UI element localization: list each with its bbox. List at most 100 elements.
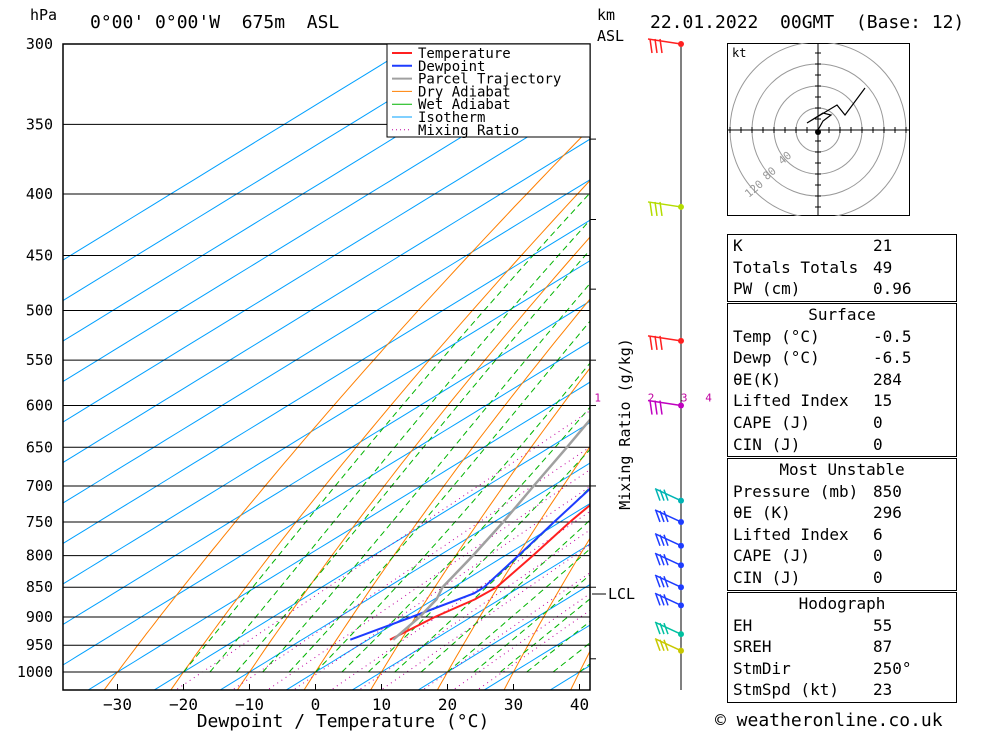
wet-adiabat-line	[420, 519, 590, 673]
dry-adiabat-line	[969, 8, 1000, 697]
sounding-traces	[349, 417, 590, 641]
wet-adiabat-line	[209, 219, 590, 673]
dry-adiabat-line	[303, 298, 590, 690]
wet-adiabat-line	[288, 320, 590, 673]
isotherm-line	[63, 98, 590, 423]
mixing-ratio-line	[380, 544, 590, 690]
surface-table: Surface Temp (°C) -0.5 Dewp (°C) -6.5 θE(K…	[727, 303, 957, 457]
datetime-label: 22.01.2022 00GMT (Base: 12)	[650, 12, 965, 33]
wind-barb	[647, 399, 684, 415]
dry-adiabat-line	[503, 537, 590, 690]
pressure-tick-label: 850	[26, 578, 53, 596]
pressure-tick-label: 500	[26, 301, 53, 319]
dry-adiabat-line	[170, 179, 590, 690]
temperature-tick-label: 20	[438, 695, 457, 714]
most-unstable-table: Most Unstable Pressure (mb) 850 θE (K) 296…	[727, 458, 957, 591]
wind-barb	[647, 201, 684, 217]
legend-label: Parcel Trajectory	[418, 72, 561, 88]
hodograph-row: SREH 87	[733, 637, 893, 657]
mixing-ratio-label: 4	[705, 392, 712, 405]
wind-barbs	[647, 38, 684, 654]
copyright-link[interactable]: © weatheronline.co.uk	[715, 710, 943, 731]
location-label: 0°00' 0°00'W 675m ASL	[90, 12, 340, 33]
surface-row: Lifted Index 15	[733, 391, 893, 411]
pressure-tick-label: 800	[26, 547, 53, 565]
dry-adiabat-line	[370, 367, 590, 690]
isotherm-line	[63, 179, 590, 504]
wet-adiabat-line	[183, 192, 590, 673]
surface-row: Temp (°C) -0.5	[733, 326, 912, 346]
isotherm-line	[63, 300, 590, 626]
isotherm-line	[63, 260, 590, 585]
most-unstable-row: CAPE (J) 0	[733, 546, 883, 566]
mixing-ratio-line	[292, 485, 590, 690]
hodograph-unit: kt	[732, 46, 746, 60]
pressure-tick-label: 900	[26, 608, 53, 626]
legend-label: Dry Adiabat	[418, 84, 511, 100]
hodograph-title: Hodograph	[798, 594, 886, 613]
dry-adiabat-line	[236, 236, 590, 690]
isotherm-line	[63, 44, 549, 342]
pressure-unit-label: hPa	[30, 6, 58, 24]
isotherm-line	[63, 57, 590, 383]
mixing-ratio-label: 1	[594, 392, 601, 405]
isotherm-line	[483, 624, 590, 690]
wind-barb	[654, 638, 684, 654]
hodograph-row: StmSpd (kt) 23	[733, 680, 893, 700]
wind-barb	[647, 38, 684, 54]
pressure-tick-label: 400	[26, 185, 53, 203]
isotherm-line	[351, 543, 590, 690]
mixing-ratio-axis-label: Mixing Ratio (g/kg)	[616, 338, 634, 510]
surface-row: CIN (J) 0	[733, 434, 883, 454]
mixing-ratio-label: 3	[681, 392, 688, 405]
pressure-tick-label: 1000	[17, 663, 53, 681]
index-row: K 21	[733, 236, 893, 255]
wet-adiabat-line	[447, 548, 590, 673]
pressure-tick-label: 550	[26, 351, 53, 369]
legend-label: Temperature	[418, 46, 511, 62]
most-unstable-row: CIN (J) 0	[733, 567, 883, 587]
pressure-tick-label: 450	[26, 246, 53, 264]
isotherm-line	[153, 422, 590, 690]
isotherm-line	[417, 583, 590, 690]
isotherm-line	[63, 44, 483, 302]
indices-table: K 21 Totals Totals 49 PW (cm) 0.96	[727, 234, 957, 302]
x-axis-label: Dewpoint / Temperature (°C)	[197, 711, 490, 732]
temperature-tick-label: −10	[235, 695, 264, 714]
index-row: Totals Totals 49	[733, 257, 893, 277]
legend-label: Mixing Ratio	[418, 123, 519, 139]
isotherm-line	[63, 219, 590, 545]
pressure-tick-label: 700	[26, 477, 53, 495]
mixing-ratio-line	[358, 529, 590, 690]
mixing-ratio-label: 2	[648, 392, 655, 405]
wind-barb	[654, 487, 684, 504]
surface-title: Surface	[808, 305, 876, 324]
wind-barb	[654, 621, 684, 638]
isotherm-line	[219, 462, 590, 690]
pressure-tick-label: 350	[26, 115, 53, 133]
hodograph-storm-motion	[815, 129, 821, 135]
wet-adiabat-line	[341, 406, 590, 673]
wind-barb	[647, 335, 684, 350]
wind-barb	[654, 552, 684, 569]
isotherm-line	[63, 138, 590, 464]
pressure-tick-label: 300	[26, 35, 53, 53]
surface-row: CAPE (J) 0	[733, 412, 883, 432]
hodograph-row: EH 55	[733, 615, 893, 635]
wind-barb	[654, 574, 684, 591]
wet-adiabat-line	[262, 282, 590, 673]
wind-barb	[654, 592, 684, 609]
wet-adiabat-line	[499, 598, 590, 673]
temperature-tick-labels: −30 −20 −10 0 10 20 30 40	[103, 138, 596, 714]
mixing-ratio-line	[174, 410, 590, 690]
most-unstable-title: Most Unstable	[779, 460, 905, 479]
temperature-line	[389, 503, 590, 641]
pressure-tick-label: 650	[26, 438, 53, 456]
background-lines	[63, 8, 1000, 697]
legend-label: Wet Adiabat	[418, 97, 511, 113]
temperature-tick-label: −20	[169, 695, 198, 714]
parcel-trajectory-line	[392, 417, 590, 641]
hodograph-ring-label: 40	[776, 149, 795, 167]
